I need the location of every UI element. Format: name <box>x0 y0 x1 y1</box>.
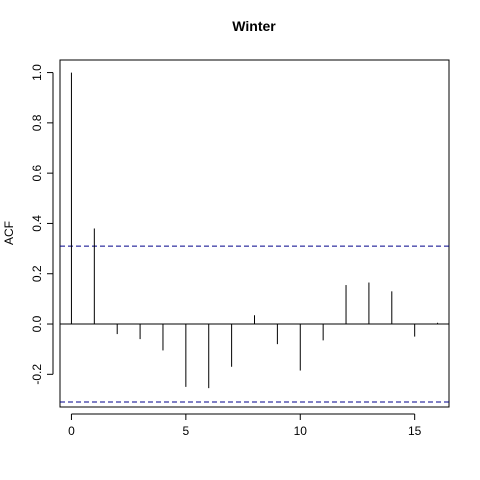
x-tick-label: 5 <box>183 424 190 438</box>
plot-marks <box>60 72 449 403</box>
x-tick-label: 15 <box>408 424 422 438</box>
y-tick-label: 0.4 <box>30 215 44 232</box>
y-tick-label: 0.6 <box>30 164 44 181</box>
y-tick-label: 1.0 <box>30 64 44 81</box>
x-axis: 0 5 10 15 <box>68 413 422 438</box>
x-tick-label: 10 <box>294 424 308 438</box>
y-tick-label: 0.8 <box>30 114 44 131</box>
chart-title: Winter <box>232 18 276 34</box>
plot-frame <box>59 59 450 408</box>
y-tick-label: 0.0 <box>30 315 44 332</box>
y-tick-label: -0.2 <box>30 364 44 385</box>
y-axis: -0.2 0.0 0.2 0.4 0.6 0.8 1.0 <box>30 64 54 385</box>
x-tick-label: 0 <box>68 424 75 438</box>
y-tick-label: 0.2 <box>30 265 44 282</box>
y-axis-label: ACF <box>2 221 16 245</box>
